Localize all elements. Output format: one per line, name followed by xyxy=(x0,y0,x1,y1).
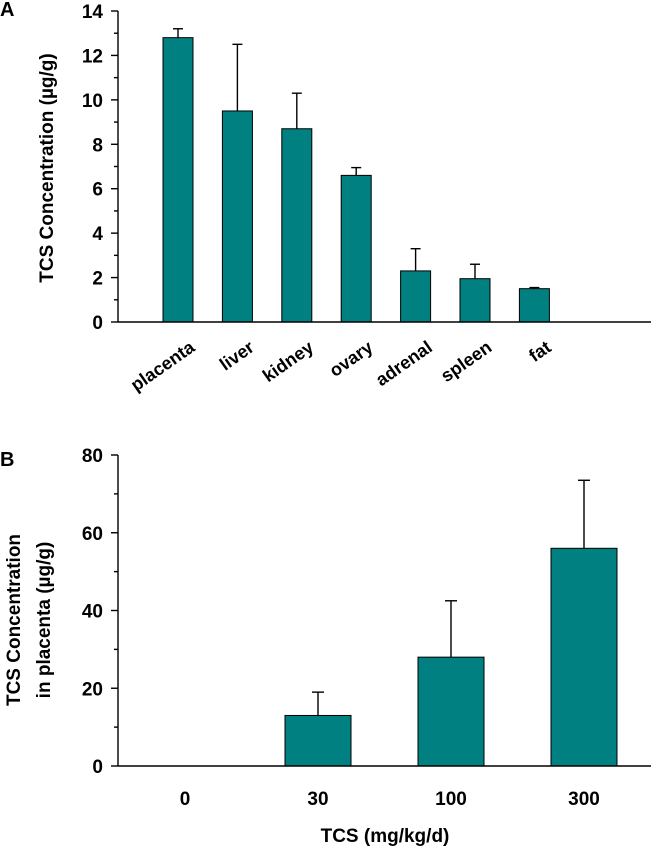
y-tick-label-60: 60 xyxy=(82,524,103,545)
bar-fat xyxy=(518,288,550,323)
category-label-placenta: placenta xyxy=(127,336,199,395)
bar-liver xyxy=(221,110,253,323)
panel-b: B TCS Concentration in placenta (µg/g) 0… xyxy=(0,446,651,847)
panel-b-error-bars xyxy=(312,479,590,716)
category-label-spleen: spleen xyxy=(437,337,495,386)
y-tick-label-80: 80 xyxy=(82,446,103,467)
bar-300 xyxy=(550,547,618,767)
panel-a-label: A xyxy=(0,0,14,21)
panel-b-y-axis-title-line2: in placenta (µg/g) xyxy=(34,542,55,699)
y-tick-label-40: 40 xyxy=(82,602,103,623)
panel-b-y-ticks: 0 20 40 60 80 xyxy=(82,446,118,778)
category-label-ovary: ovary xyxy=(326,337,377,381)
category-label-fat: fat xyxy=(525,337,554,366)
bar-30 xyxy=(284,714,352,767)
bar-placenta xyxy=(162,37,194,323)
panel-b-x-axis-title: TCS (mg/kg/d) xyxy=(321,826,450,847)
category-label-liver: liver xyxy=(216,337,258,375)
y-tick-label-6: 6 xyxy=(92,180,103,201)
bar-ovary xyxy=(340,174,372,323)
x-tick-label-300: 300 xyxy=(568,789,600,810)
panel-b-bars xyxy=(284,547,618,767)
y-tick-label-20: 20 xyxy=(82,679,103,700)
y-tick-label-14: 14 xyxy=(82,2,104,23)
panel-a-error-bars xyxy=(173,28,540,289)
panel-a-y-axis-title: TCS Concentration (µg/g) xyxy=(37,53,58,282)
x-tick-label-0: 0 xyxy=(180,789,191,810)
y-tick-label-8: 8 xyxy=(92,135,103,156)
panel-b-y-axis-title-line1: TCS Concentration xyxy=(4,534,25,706)
panel-a: A TCS Concentration (µg/g) 0 2 4 6 8 10 12 14 p… xyxy=(0,0,651,395)
panel-a-bars xyxy=(162,37,550,323)
panel-a-y-ticks: 0 2 4 6 8 10 12 14 xyxy=(82,2,118,334)
y-tick-label-0: 0 xyxy=(92,757,103,778)
bar-spleen xyxy=(459,278,491,323)
bar-adrenal xyxy=(400,270,432,323)
bar-kidney xyxy=(281,128,313,323)
y-tick-label-0: 0 xyxy=(92,313,103,334)
panel-b-label: B xyxy=(0,449,14,471)
y-tick-label-12: 12 xyxy=(82,46,103,67)
bar-100 xyxy=(417,656,485,767)
y-tick-label-10: 10 xyxy=(82,91,103,112)
y-tick-label-2: 2 xyxy=(92,269,103,290)
x-tick-label-100: 100 xyxy=(435,789,467,810)
y-tick-label-4: 4 xyxy=(92,224,103,245)
panel-b-x-ticks: 0 30 100 300 xyxy=(180,789,600,810)
x-tick-label-30: 30 xyxy=(307,789,328,810)
category-label-adrenal: adrenal xyxy=(372,337,436,390)
category-label-kidney: kidney xyxy=(259,337,317,386)
